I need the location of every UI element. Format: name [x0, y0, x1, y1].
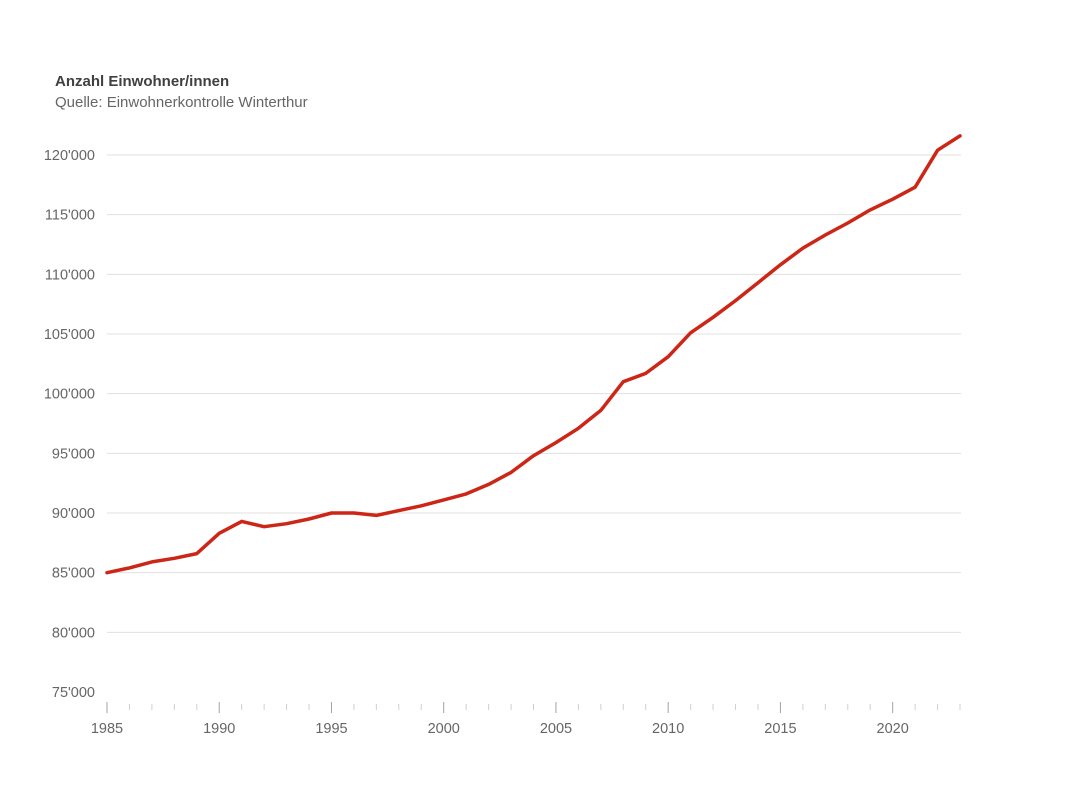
- svg-text:95'000: 95'000: [52, 446, 95, 462]
- svg-text:115'000: 115'000: [45, 208, 95, 224]
- svg-text:2005: 2005: [540, 721, 572, 737]
- svg-text:2015: 2015: [764, 721, 796, 737]
- svg-text:90'000: 90'000: [52, 506, 95, 522]
- svg-text:80'000: 80'000: [52, 625, 95, 641]
- svg-text:85'000: 85'000: [52, 566, 95, 582]
- x-axis-labels: 1985 1990 1995 2000 2005 2010 2015 2020: [91, 721, 909, 737]
- svg-text:2000: 2000: [428, 721, 460, 737]
- svg-text:2010: 2010: [652, 721, 684, 737]
- svg-text:120'000: 120'000: [44, 148, 95, 164]
- chart-subtitle: Quelle: Einwohnerkontrolle Winterthur: [55, 94, 308, 111]
- y-axis-labels: 75'000 80'000 85'000 90'000 95'000 100'000 105…: [44, 148, 95, 701]
- svg-text:1985: 1985: [91, 721, 123, 737]
- svg-text:1990: 1990: [203, 721, 235, 737]
- svg-text:100'000: 100'000: [44, 387, 95, 403]
- chart-title: Anzahl Einwohner/innen: [55, 73, 230, 90]
- gridlines: [107, 154, 961, 633]
- svg-text:105'000: 105'000: [44, 327, 95, 343]
- population-series-line: [105, 134, 962, 575]
- svg-text:75'000: 75'000: [52, 685, 95, 701]
- svg-text:110'000: 110'000: [45, 267, 95, 283]
- svg-text:1995: 1995: [315, 721, 347, 737]
- x-axis-ticks: [106, 702, 961, 713]
- svg-text:2020: 2020: [877, 721, 909, 737]
